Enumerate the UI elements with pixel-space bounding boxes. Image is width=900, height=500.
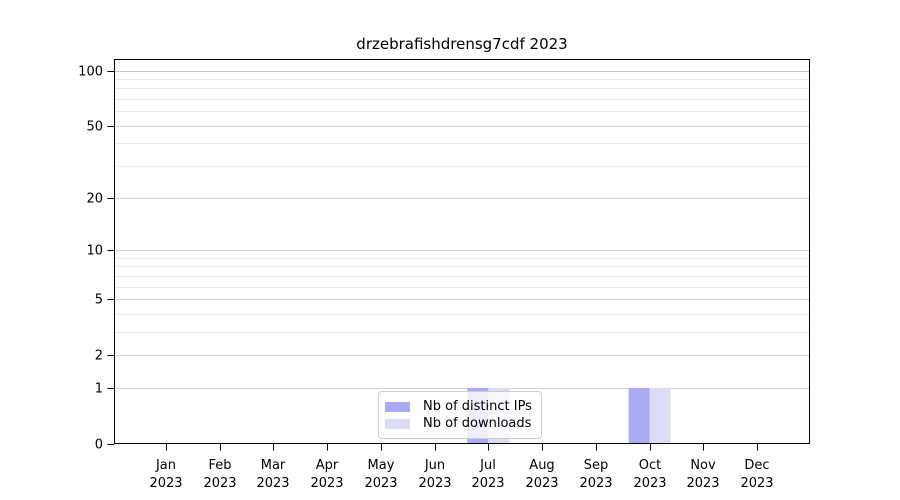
bar-distinct-ips-oct-2023 [628, 387, 650, 443]
x-tick-label-year: 2023 [471, 476, 504, 491]
chart-title: drzebrafishdrensg7cdf 2023 [356, 35, 568, 53]
x-tick-label-year: 2023 [203, 476, 236, 491]
distinct-ips-swatch [385, 401, 410, 412]
bar-downloads-oct-2023 [649, 387, 671, 443]
legend-item-distinct-ips: Nb of distinct IPs [385, 398, 532, 415]
y-tick-label: 100 [78, 65, 103, 80]
y-tick-label: 5 [95, 293, 103, 308]
x-tick-label-month: Dec [744, 458, 769, 473]
x-tick-label-month: Sep [584, 458, 609, 473]
legend-label-distinct-ips: Nb of distinct IPs [423, 399, 532, 414]
x-tick-label-month: Jun [424, 458, 445, 473]
legend-label-downloads: Nb of downloads [423, 416, 532, 431]
x-tick-label-month: Feb [208, 458, 231, 473]
x-tick-label-month: Jul [479, 458, 496, 473]
y-tick-label: 50 [86, 120, 103, 135]
y-tick-label: 1 [95, 382, 103, 397]
x-tick-label-month: Aug [529, 458, 554, 473]
x-tick-label-year: 2023 [256, 476, 289, 491]
x-tick-label-month: Oct [639, 458, 661, 473]
x-tick-label-month: Mar [261, 458, 286, 473]
x-tick-label-month: Apr [316, 458, 339, 473]
x-tick-label-year: 2023 [633, 476, 666, 491]
axes-box [114, 59, 810, 444]
x-tick-label-month: Nov [690, 458, 716, 473]
x-tick-label-year: 2023 [525, 476, 558, 491]
x-tick-label-year: 2023 [364, 476, 397, 491]
x-tick-label-month: May [368, 458, 395, 473]
chart-legend: Nb of distinct IPs Nb of downloads [378, 391, 542, 439]
y-tick-label: 0 [95, 438, 103, 453]
y-tick-label: 2 [95, 349, 103, 364]
x-tick-label-year: 2023 [310, 476, 343, 491]
y-tick-label: 20 [86, 192, 103, 207]
legend-item-downloads: Nb of downloads [385, 415, 532, 432]
x-tick-label-year: 2023 [418, 476, 451, 491]
x-tick-label-year: 2023 [579, 476, 612, 491]
x-tick-label-month: Jan [155, 458, 176, 473]
x-tick-label-year: 2023 [686, 476, 719, 491]
x-tick-label-year: 2023 [149, 476, 182, 491]
y-tick-label: 10 [86, 244, 103, 259]
x-tick-label-year: 2023 [740, 476, 773, 491]
downloads-swatch [385, 418, 410, 429]
